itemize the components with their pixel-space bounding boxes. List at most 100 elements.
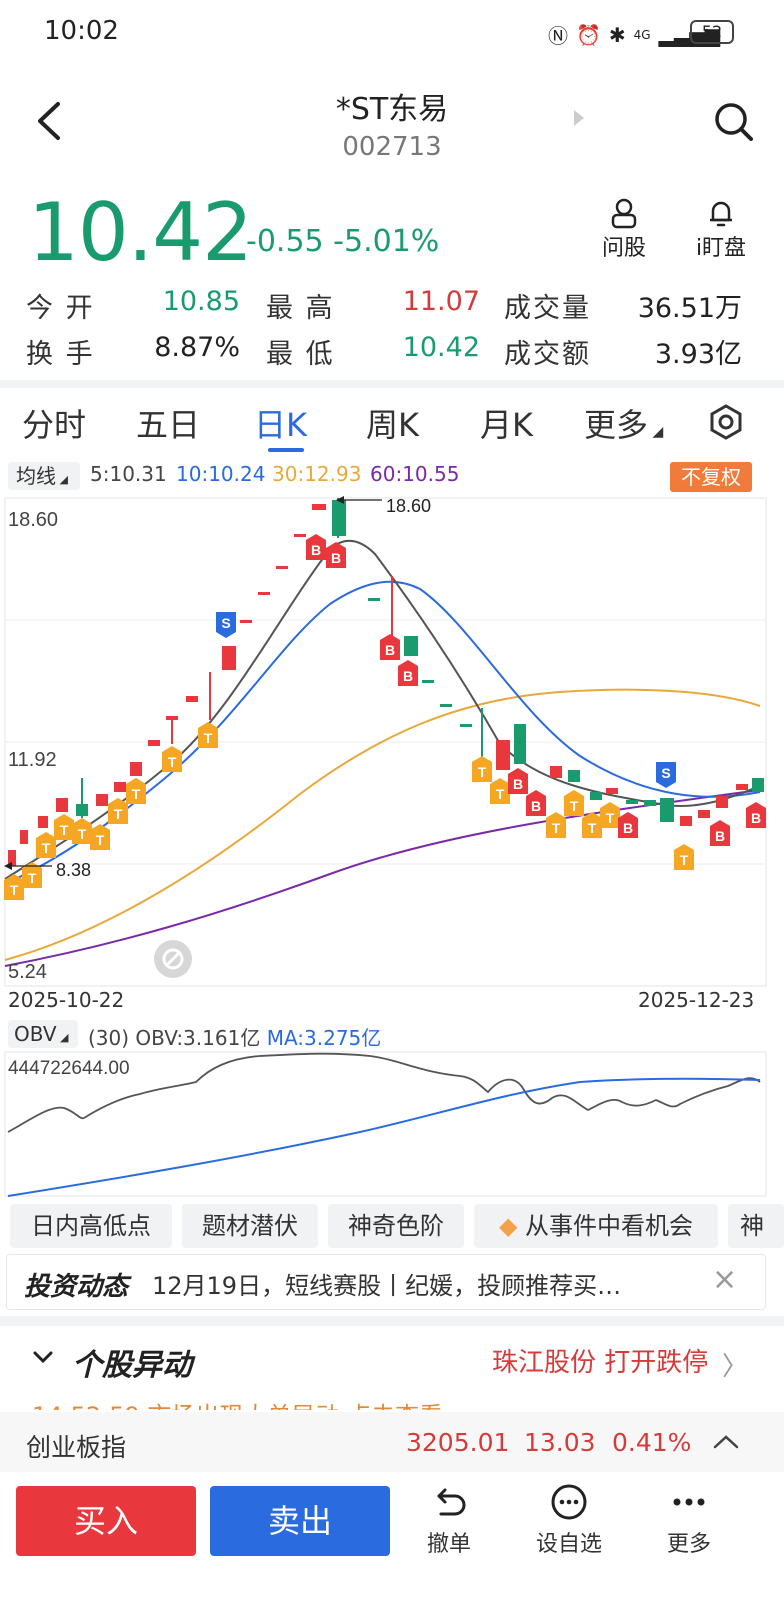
svg-text:B: B [751, 810, 761, 826]
more-label: 更多 [666, 1532, 711, 1557]
undo-icon [437, 1488, 466, 1516]
chip-intraday-highlow[interactable]: 日内高低点 [10, 1204, 172, 1248]
divider [0, 380, 784, 388]
candle [258, 592, 270, 595]
b-signal-badge: B [326, 542, 346, 568]
volume-value: 36.51万 [637, 293, 742, 324]
t-signal-badge: T [72, 818, 92, 844]
bluetooth-icon: ✱ [608, 22, 626, 47]
t-signal-badge: T [546, 812, 566, 838]
change-percent: -5.01% [333, 224, 440, 259]
candle [568, 770, 580, 782]
tab-daily-k[interactable]: 日K [254, 406, 307, 444]
candle [38, 816, 48, 828]
chip-theme-lurk[interactable]: 题材潜伏 [182, 1204, 318, 1248]
diamond-icon: ◆ [498, 1212, 526, 1240]
svg-text:B: B [715, 828, 725, 844]
low-label: 最 低 [266, 339, 335, 370]
ma5-label: 5:10.31 [90, 462, 167, 486]
arrow-left-icon [336, 496, 344, 504]
back-icon[interactable] [30, 96, 70, 146]
close-icon[interactable]: × [712, 1262, 738, 1297]
index-value: 3205.01 [406, 1428, 510, 1457]
news-banner[interactable] [6, 1254, 766, 1310]
t-signal-badge: T [490, 778, 510, 804]
svg-text:T: T [588, 820, 597, 836]
svg-text:T: T [28, 870, 37, 886]
t-signal-badge: T [126, 778, 146, 804]
svg-text:T: T [496, 786, 505, 802]
alert-link[interactable]: 珠江股份 打开跌停 [492, 1348, 709, 1378]
dropdown-icon: ◢ [56, 473, 68, 486]
b-signal-badge: B [710, 820, 730, 846]
watch-button[interactable]: i盯盘 [680, 196, 762, 268]
open-value: 10.85 [162, 286, 240, 317]
ma5-line [4, 539, 761, 880]
cancel-order-button[interactable]: 撤单 [404, 1482, 494, 1558]
tab-more-label: 更多 [584, 406, 649, 444]
chip-magic-color[interactable]: 神奇色阶 [328, 1204, 464, 1248]
candle [20, 830, 28, 844]
ask-stock-label: 问股 [601, 236, 646, 261]
user-question-icon [611, 198, 637, 229]
alert-sub[interactable]: 14:52:59 市场出现大单异动 点击查看 [32, 1396, 443, 1410]
dropdown-icon: ◢ [56, 1031, 69, 1044]
chip-event-opportunity[interactable]: ◆ 从事件中看机会 [474, 1204, 718, 1248]
obv-chart[interactable]: 444722644.00 [0, 1050, 768, 1198]
tab-weekly-k[interactable]: 周K [366, 406, 419, 444]
tab-monthly-k[interactable]: 月K [480, 406, 533, 444]
candle [514, 724, 526, 764]
adjust-button[interactable]: 不复权 [670, 462, 752, 492]
status-icons: Ⓝ ⏰ ✱ 4G ▂▃▅▆ [548, 20, 724, 49]
b-signal-badge: B [618, 812, 638, 838]
sell-button[interactable]: 卖出 [210, 1486, 390, 1556]
high-value: 11.07 [402, 286, 480, 317]
disable-icon[interactable] [154, 940, 192, 978]
news-text[interactable]: 12月19日，短线赛股丨纪媛，投顾推荐买… [152, 1272, 622, 1300]
tab-intraday[interactable]: 分时 [22, 406, 87, 444]
candle [422, 680, 434, 683]
buy-button[interactable]: 买入 [16, 1486, 196, 1556]
svg-text:B: B [385, 642, 395, 658]
index-bar[interactable] [0, 1412, 784, 1472]
cancel-order-label: 撤单 [426, 1532, 471, 1557]
candle [240, 620, 252, 623]
chevron-right-icon[interactable]: 〉 [722, 1352, 749, 1382]
t-signal-badge: T [108, 798, 128, 824]
tab-five-day[interactable]: 五日 [136, 406, 201, 444]
ma-selector[interactable]: 均线 ◢ [8, 462, 80, 490]
ask-stock-button[interactable]: 问股 [588, 196, 660, 268]
candle [698, 810, 710, 818]
candle [716, 796, 728, 808]
chevron-down-icon[interactable] [32, 1346, 54, 1368]
obv-params: (30) OBV:3.161亿 MA:3.275亿 [88, 1022, 381, 1051]
chevron-up-icon[interactable] [712, 1432, 740, 1452]
chip-more[interactable]: 神 [728, 1204, 784, 1248]
obv-ma: MA:3.275亿 [266, 1026, 382, 1050]
obv-selector[interactable]: OBV ◢ [8, 1020, 78, 1048]
svg-text:B: B [623, 820, 633, 836]
candle [404, 636, 418, 656]
obv-y-top: 444722644.00 [8, 1058, 130, 1079]
svg-text:S: S [221, 615, 230, 631]
add-favorite-button[interactable]: 设自选 [524, 1482, 614, 1558]
change-value: -0.55 [246, 224, 324, 259]
add-favorite-label: 设自选 [535, 1532, 602, 1557]
network-label: 4G [633, 27, 651, 42]
next-stock-icon[interactable] [574, 110, 584, 126]
high-label: 最 高 [266, 293, 335, 324]
search-icon[interactable] [712, 100, 756, 144]
svg-text:T: T [96, 832, 105, 848]
b-signal-badge: B [380, 634, 400, 660]
tab-more[interactable]: 更多 ◢ [584, 400, 663, 446]
chart-settings-icon[interactable] [706, 402, 746, 442]
y-axis-bottom: 5.24 [8, 961, 47, 983]
more-button[interactable]: 更多 [644, 1482, 734, 1558]
k-line-chart[interactable]: T T T T T T T T T T S B B B B T T B B T … [0, 494, 768, 988]
svg-text:T: T [168, 754, 177, 770]
candle [644, 800, 656, 806]
t-signal-badge: T [36, 832, 56, 858]
candle [660, 798, 674, 822]
t-signal-badge: T [472, 756, 492, 782]
svg-text:T: T [10, 882, 19, 898]
